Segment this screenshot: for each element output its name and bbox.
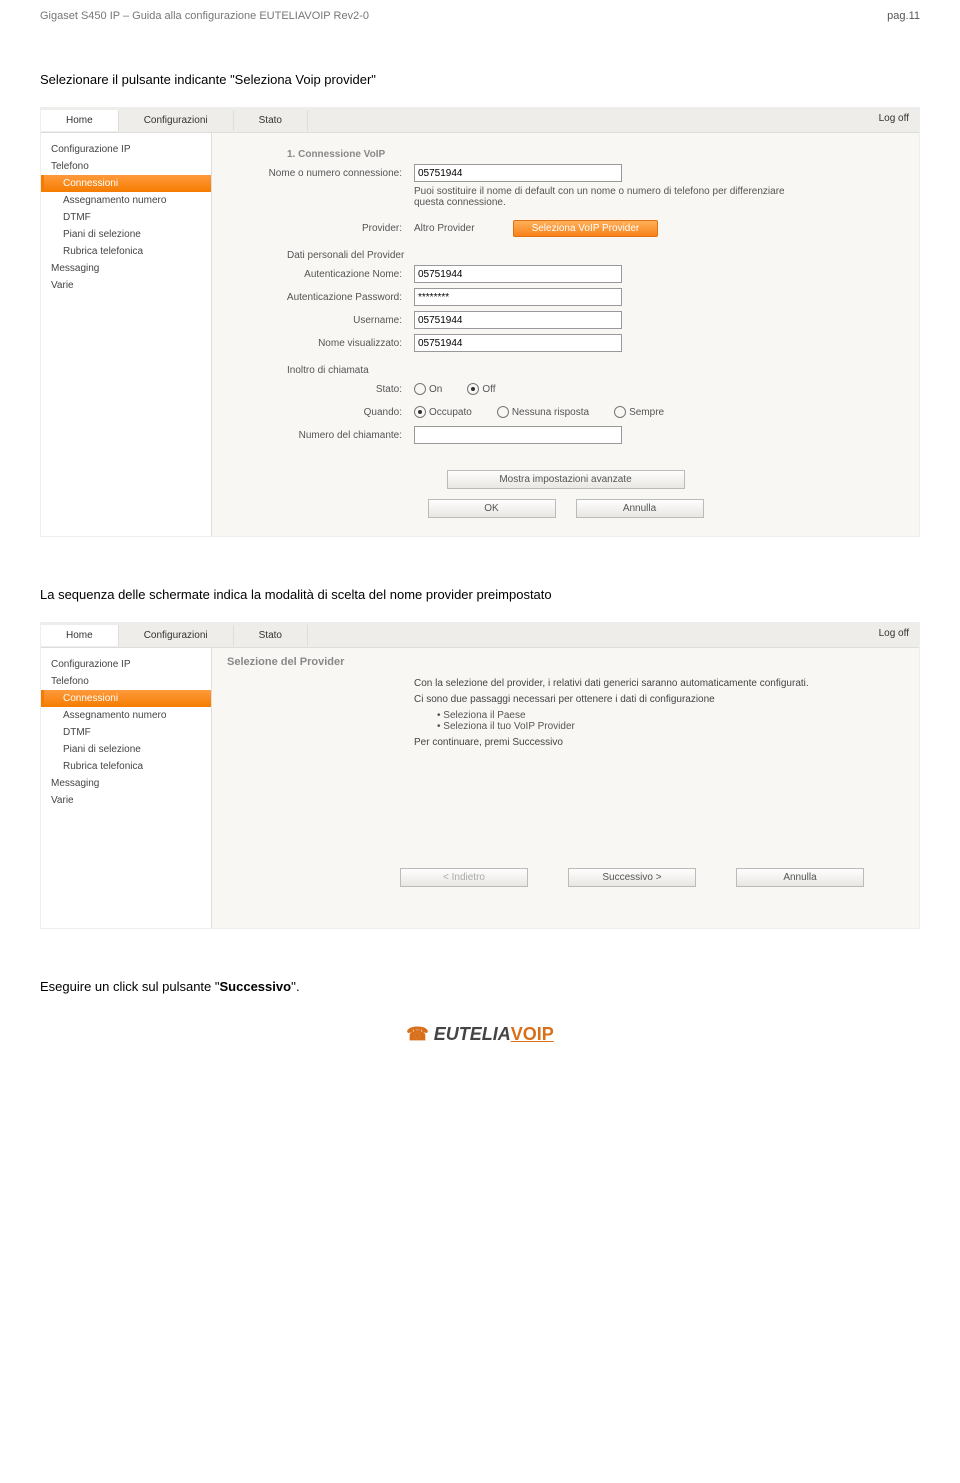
sidebar-telefono[interactable]: Telefono	[41, 158, 211, 175]
sidebar-2: Configurazione IP Telefono Connessioni A…	[41, 648, 212, 928]
annulla-button-2[interactable]: Annulla	[736, 868, 864, 887]
tab-stato-2[interactable]: Stato	[234, 625, 308, 646]
section-heading-inoltro: Inoltro di chiamata	[287, 365, 904, 376]
radio-quando-sempre[interactable]: Sempre	[614, 406, 664, 418]
sidebar2-telefono[interactable]: Telefono	[41, 673, 211, 690]
hint-nome-conn: Puoi sostituire il nome di default con u…	[414, 186, 814, 208]
doc-title: Gigaset S450 IP – Guida alla configurazi…	[40, 10, 369, 22]
tab-config[interactable]: Configurazioni	[119, 110, 234, 131]
indietro-button[interactable]: < Indietro	[400, 868, 528, 887]
sidebar-connessioni[interactable]: Connessioni	[41, 175, 211, 192]
label-username: Username:	[227, 315, 414, 326]
sidebar-varie[interactable]: Varie	[41, 277, 211, 294]
annulla-button[interactable]: Annulla	[576, 499, 704, 518]
radio-quando-ness[interactable]: Nessuna risposta	[497, 406, 589, 418]
sidebar2-config-ip[interactable]: Configurazione IP	[41, 656, 211, 673]
content-panel: 1. Connessione VoIP Nome o numero connes…	[212, 133, 919, 536]
tab-home-2[interactable]: Home	[41, 625, 119, 646]
sidebar2-messaging[interactable]: Messaging	[41, 775, 211, 792]
label-auth-name: Autenticazione Nome:	[227, 269, 414, 280]
sidebar2-rubrica[interactable]: Rubrica telefonica	[41, 758, 211, 775]
radio-quando-occ-label: Occupato	[429, 407, 472, 418]
sidebar2-asseg[interactable]: Assegnamento numero	[41, 707, 211, 724]
tab-config-2[interactable]: Configurazioni	[119, 625, 234, 646]
label-nome-conn: Nome o numero connessione:	[227, 168, 414, 179]
instruction-2: La sequenza delle schermate indica la mo…	[40, 587, 920, 602]
sidebar-rubrica[interactable]: Rubrica telefonica	[41, 243, 211, 260]
instruction-3b: Successivo	[220, 979, 292, 994]
footer-brand-b: VOIP	[511, 1024, 554, 1044]
content-panel-2: Selezione del Provider Con la selezione …	[212, 648, 919, 928]
radio-quando-ness-label: Nessuna risposta	[512, 407, 589, 418]
input-username[interactable]	[414, 311, 622, 329]
document-header: Gigaset S450 IP – Guida alla configurazi…	[40, 10, 920, 22]
footer-logo: ☎ EUTELIAVOIP	[40, 1024, 920, 1045]
tab-home[interactable]: Home	[41, 110, 119, 131]
content-line2: Ci sono due passaggi necessari per otten…	[227, 694, 904, 705]
instruction-3a: Eseguire un click sul pulsante "	[40, 979, 220, 994]
sidebar-asseg[interactable]: Assegnamento numero	[41, 192, 211, 209]
page-number: pag.11	[887, 10, 920, 22]
label-provider: Provider:	[227, 223, 414, 234]
input-nome-conn[interactable]	[414, 164, 622, 182]
radio-quando-sempre-label: Sempre	[629, 407, 664, 418]
input-auth-pw[interactable]	[414, 288, 622, 306]
section-heading-dati: Dati personali del Provider	[287, 250, 904, 261]
sidebar-config-ip[interactable]: Configurazione IP	[41, 141, 211, 158]
bullet-1: Seleziona il Paese	[437, 710, 904, 721]
label-nome-vis: Nome visualizzato:	[227, 338, 414, 349]
content-line1: Con la selezione del provider, i relativ…	[227, 678, 904, 689]
top-tabs: Home Configurazioni Stato Log off	[41, 108, 919, 133]
sidebar-messaging[interactable]: Messaging	[41, 260, 211, 277]
section-heading-voip: 1. Connessione VoIP	[287, 149, 904, 160]
advanced-settings-button[interactable]: Mostra impostazioni avanzate	[447, 470, 685, 489]
instruction-1: Selezionare il pulsante indicante "Selez…	[40, 72, 920, 87]
label-num-chiam: Numero del chiamante:	[227, 430, 414, 441]
radio-stato-on-label: On	[429, 384, 442, 395]
label-stato: Stato:	[227, 384, 414, 395]
bullet-2: Seleziona il tuo VoIP Provider	[437, 721, 904, 732]
content-title-2: Selezione del Provider	[227, 656, 904, 668]
sidebar2-piani[interactable]: Piani di selezione	[41, 741, 211, 758]
sidebar2-connessioni[interactable]: Connessioni	[41, 690, 211, 707]
radio-quando-occ[interactable]: Occupato	[414, 406, 472, 418]
radio-stato-off-label: Off	[482, 384, 495, 395]
sidebar2-dtmf[interactable]: DTMF	[41, 724, 211, 741]
sidebar-piani[interactable]: Piani di selezione	[41, 226, 211, 243]
sidebar2-varie[interactable]: Varie	[41, 792, 211, 809]
screenshot-1: Home Configurazioni Stato Log off ? Conf…	[40, 107, 920, 537]
sidebar: Configurazione IP Telefono Connessioni A…	[41, 133, 212, 536]
logoff-link-2[interactable]: Log off	[879, 628, 909, 639]
instruction-3: Eseguire un click sul pulsante "Successi…	[40, 979, 920, 994]
provider-value: Altro Provider	[414, 223, 475, 234]
radio-stato-on[interactable]: On	[414, 383, 442, 395]
input-num-chiam[interactable]	[414, 426, 622, 444]
input-nome-vis[interactable]	[414, 334, 622, 352]
instruction-3c: ''.	[291, 979, 300, 994]
sidebar-dtmf[interactable]: DTMF	[41, 209, 211, 226]
label-auth-pw: Autenticazione Password:	[227, 292, 414, 303]
footer-brand-a: EUTELIA	[434, 1024, 511, 1044]
select-voip-provider-button[interactable]: Seleziona VoIP Provider	[513, 220, 659, 237]
successivo-button[interactable]: Successivo >	[568, 868, 696, 887]
top-tabs-2: Home Configurazioni Stato Log off	[41, 623, 919, 648]
screenshot-2: Home Configurazioni Stato Log off ? Conf…	[40, 622, 920, 929]
tab-stato[interactable]: Stato	[234, 110, 308, 131]
label-quando: Quando:	[227, 407, 414, 418]
input-auth-name[interactable]	[414, 265, 622, 283]
content-line3: Per continuare, premi Successivo	[227, 737, 904, 748]
logoff-link[interactable]: Log off	[879, 113, 909, 124]
ok-button[interactable]: OK	[428, 499, 556, 518]
radio-stato-off[interactable]: Off	[467, 383, 495, 395]
